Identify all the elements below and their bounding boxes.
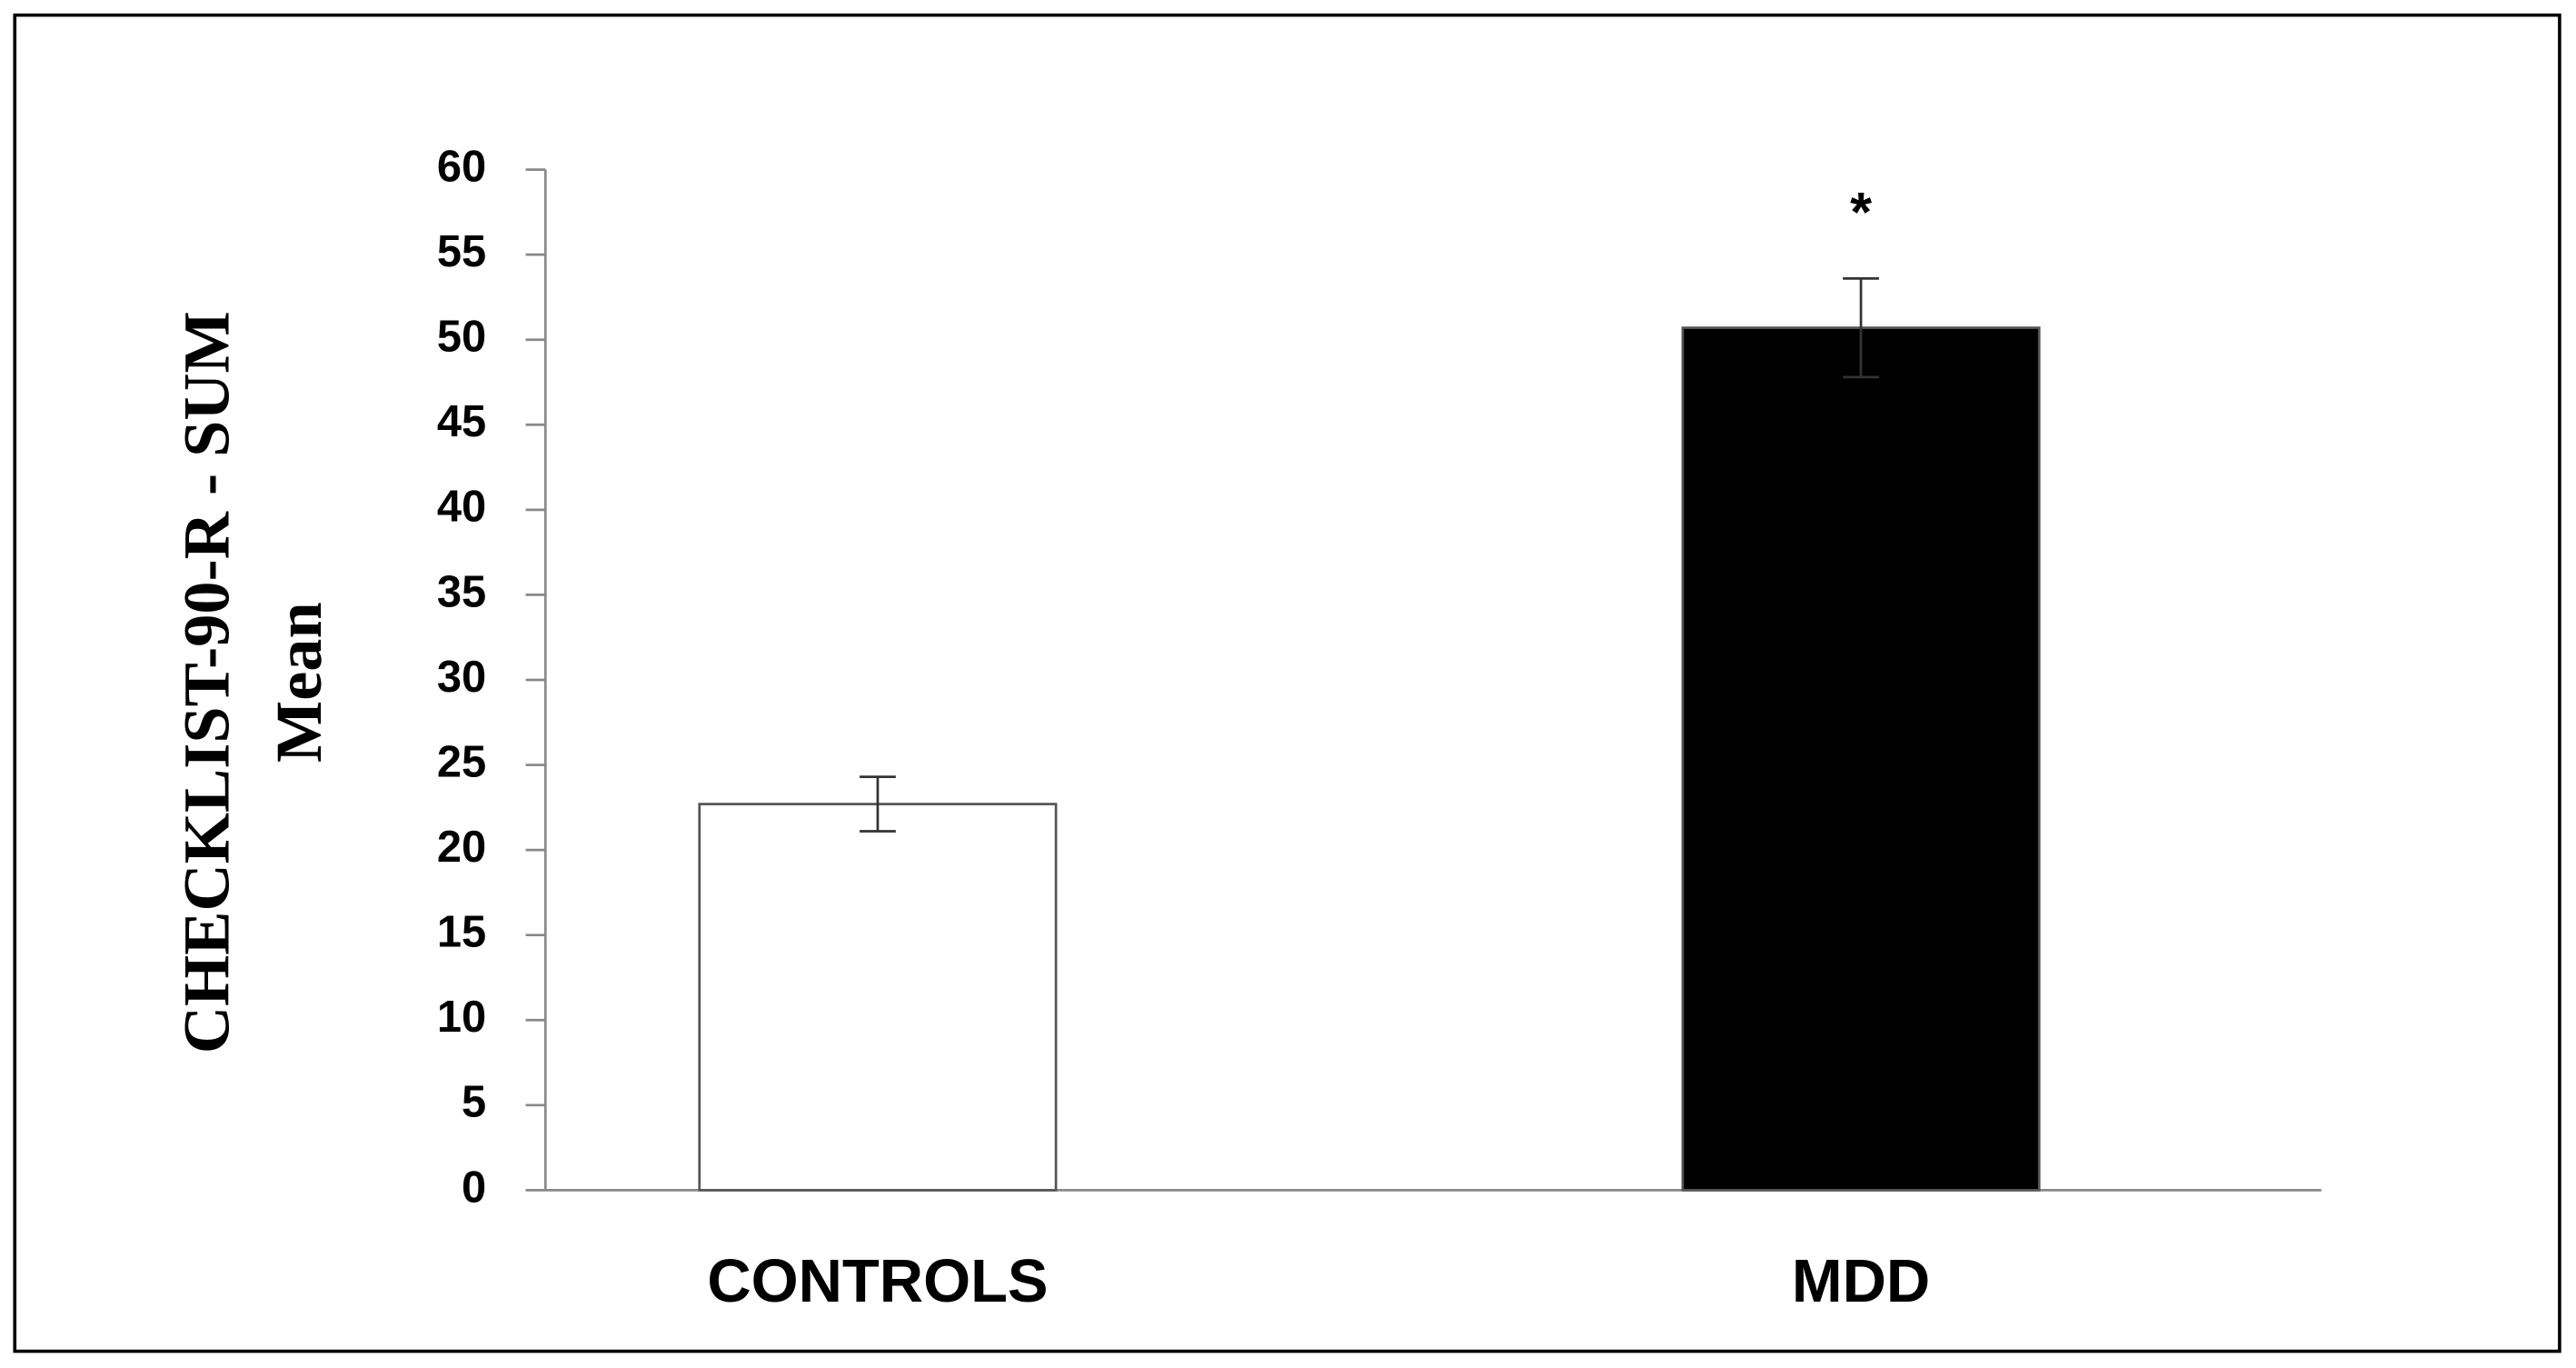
y-tick-label: 10 — [437, 993, 486, 1042]
y-tick-label: 30 — [437, 653, 486, 702]
bar — [1681, 326, 2041, 1192]
y-tick-label: 20 — [437, 823, 486, 872]
y-tick-label: 0 — [462, 1163, 486, 1212]
error-bar — [860, 775, 896, 833]
y-tick-label: 15 — [437, 908, 486, 957]
x-tick-label: MDD — [1792, 1247, 1930, 1315]
y-axis-label-line: Mean — [263, 602, 335, 763]
frame — [13, 13, 2561, 1353]
annotation: * — [1850, 181, 1872, 244]
y-tick-label: 5 — [462, 1078, 486, 1127]
y-tick-label: 25 — [437, 737, 486, 786]
y-tick-label: 45 — [437, 397, 486, 446]
bar — [698, 803, 1058, 1192]
x-tick-label: CONTROLS — [707, 1247, 1048, 1315]
error-bar — [1843, 276, 1879, 379]
y-axis-label: CHECKLIST-90-R - SUM Mean — [171, 311, 335, 1053]
y-tick-label: 35 — [437, 567, 486, 616]
y-tick-label: 40 — [437, 483, 486, 532]
y-tick-label: 50 — [437, 313, 486, 362]
y-axis-label-line: CHECKLIST-90-R - SUM — [171, 311, 244, 1053]
y-tick-label: 60 — [437, 142, 486, 191]
y-tick-label: 55 — [437, 227, 486, 276]
